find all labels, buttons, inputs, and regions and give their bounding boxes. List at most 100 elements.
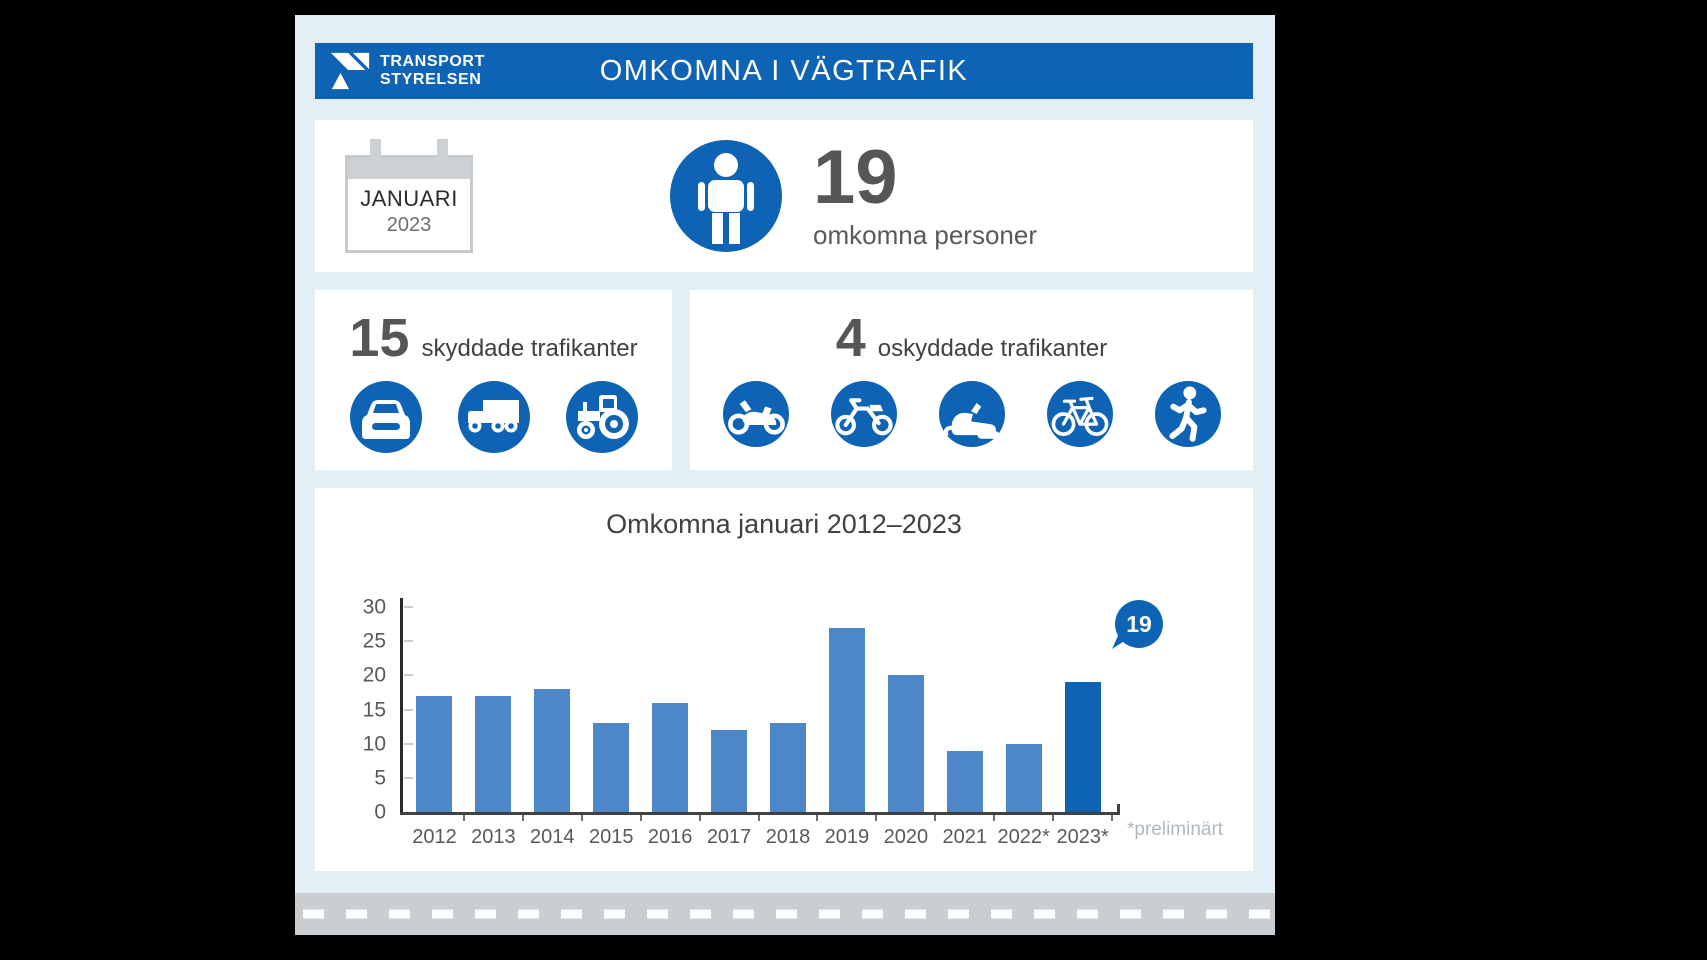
y-tick-mark: [404, 674, 413, 677]
x-tick-mark: [1052, 815, 1055, 821]
unprotected-label: oskyddade trafikanter: [877, 335, 1108, 362]
x-tick-mark: [934, 815, 937, 821]
y-tick-label: 15: [362, 698, 386, 721]
x-tick-label: 2012: [412, 826, 457, 848]
protected-panel: 15 skyddade trafikanter: [315, 290, 672, 470]
truck-icon: [457, 381, 530, 453]
x-tick-mark: [462, 815, 465, 821]
bar-slot: 2016: [641, 607, 701, 848]
protected-label: skyddade trafikanter: [421, 335, 638, 362]
bar-slot: 2018: [759, 607, 819, 848]
bar-slot: 2013: [464, 607, 524, 848]
motorcycle-icon: [722, 381, 789, 447]
bar-slot: 2020: [876, 607, 937, 848]
y-tick-label: 20: [362, 663, 386, 687]
x-tick-mark: [875, 815, 878, 821]
chart-panel: Omkomna januari 2012–2023 2012 2013 2014 20…: [315, 488, 1253, 871]
unprotected-icon-row: [690, 381, 1253, 447]
bar-slot: 2022*: [994, 607, 1055, 848]
bar-2016: [652, 702, 689, 812]
x-axis: [400, 804, 1120, 815]
x-tick-label: 2018: [765, 826, 811, 848]
person-icon: [698, 153, 754, 244]
bicycle-icon: [1046, 381, 1113, 447]
summary-panel: JANUARI 2023 19 omkomna pers: [315, 120, 1253, 272]
page-title: OMKOMNA I VÄGTRAFIK: [599, 55, 969, 87]
protected-icon-row: [315, 381, 672, 453]
infographic: TRANSPORT STYRELSEN OMKOMNA I VÄGTRAFIK …: [295, 15, 1275, 935]
logo-text: TRANSPORT STYRELSEN: [380, 53, 485, 88]
x-tick-mark: [580, 815, 583, 821]
bar-2014: [534, 689, 571, 812]
bar-2019: [828, 627, 865, 812]
tractor-icon: [565, 381, 638, 453]
calendar-ring-icon: [437, 139, 448, 169]
x-tick-label: 2022*: [997, 826, 1050, 848]
bar-slot: 2012: [405, 607, 465, 848]
calendar-icon: JANUARI 2023: [345, 139, 473, 253]
x-tick-mark: [993, 815, 996, 821]
x-tick-mark: [639, 815, 642, 821]
bar-2017: [711, 730, 748, 812]
transportstyrelsen-logo: TRANSPORT STYRELSEN: [329, 50, 485, 92]
y-tick-label: 0: [374, 800, 386, 824]
x-tick-mark: [521, 815, 524, 821]
y-tick-mark: [404, 742, 413, 745]
calendar-header-strip: [348, 158, 470, 179]
car-icon: [349, 381, 422, 453]
chart-title: Omkomna januari 2012–2023: [606, 509, 962, 539]
unprotected-stat: 4 oskyddade trafikanter: [690, 308, 1253, 368]
y-tick-mark: [404, 606, 413, 608]
x-tick-label: 2021: [942, 826, 988, 848]
x-tick-label: 2020: [883, 826, 929, 848]
x-tick-label: 2014: [530, 826, 575, 848]
bar-slot: 2021: [935, 607, 996, 848]
fatalities-count-label: omkomna personer: [813, 220, 1037, 251]
snowmobile-icon: [938, 381, 1005, 447]
callout-value: 19: [1126, 610, 1152, 637]
bar-2012: [416, 695, 453, 812]
y-tick-mark: [404, 708, 413, 711]
bar-slot: 2017: [700, 607, 760, 848]
y-tick-mark: [404, 776, 413, 779]
moped-icon: [830, 381, 897, 447]
bar-2021: [946, 750, 983, 812]
bar-2013: [475, 695, 512, 812]
transportstyrelsen-logo-icon: [330, 52, 370, 90]
logo-text-line2: STYRELSEN: [380, 71, 482, 88]
bar-2022: [1005, 743, 1042, 812]
bar-chart: 2012 2013 2014 2015 2016 2017 2018 2019 2020 2021…: [363, 597, 1120, 848]
y-axis: [400, 598, 403, 812]
unprotected-count: 4: [835, 308, 866, 368]
protected-stat: 15 skyddade trafikanter: [315, 308, 672, 368]
x-tick-label: 2016: [647, 826, 693, 848]
summary-stat: 19 omkomna personer: [813, 135, 1037, 251]
y-tick-label: 30: [362, 595, 386, 619]
bar-slot: 2015: [582, 607, 642, 848]
bar-2018: [769, 723, 806, 812]
protected-count: 15: [349, 308, 410, 368]
x-tick-mark: [757, 815, 760, 821]
y-tick-label: 5: [374, 766, 386, 790]
bar-2023: [1064, 682, 1101, 812]
x-tick-label: 2013: [471, 826, 516, 848]
x-tick-label: 2017: [706, 826, 752, 848]
bars: 2012 2013 2014 2015 2016 2017 2018 2019 2020 2021…: [405, 607, 1114, 848]
bar-slot: 2014: [523, 607, 583, 848]
calendar-year: 2023: [386, 214, 432, 236]
calendar-ring-icon: [370, 139, 381, 169]
x-tick-label: 2015: [588, 826, 634, 848]
x-tick-label: 2023*: [1056, 826, 1109, 848]
fatalities-count: 19: [813, 135, 898, 220]
x-tick-mark: [1111, 815, 1114, 821]
road-dashed-line-icon: [303, 909, 1275, 919]
x-tick-mark: [816, 815, 819, 821]
y-tick-label: 25: [362, 629, 386, 653]
callout-bubble: 19: [1115, 600, 1163, 648]
bar-slot: 2023*: [1053, 607, 1114, 848]
chart-footnote: *preliminärt: [1127, 819, 1224, 840]
pedestrian-icon: [1154, 381, 1221, 447]
bar-slot: 2019: [817, 607, 878, 848]
y-tick-label: 10: [362, 732, 386, 756]
